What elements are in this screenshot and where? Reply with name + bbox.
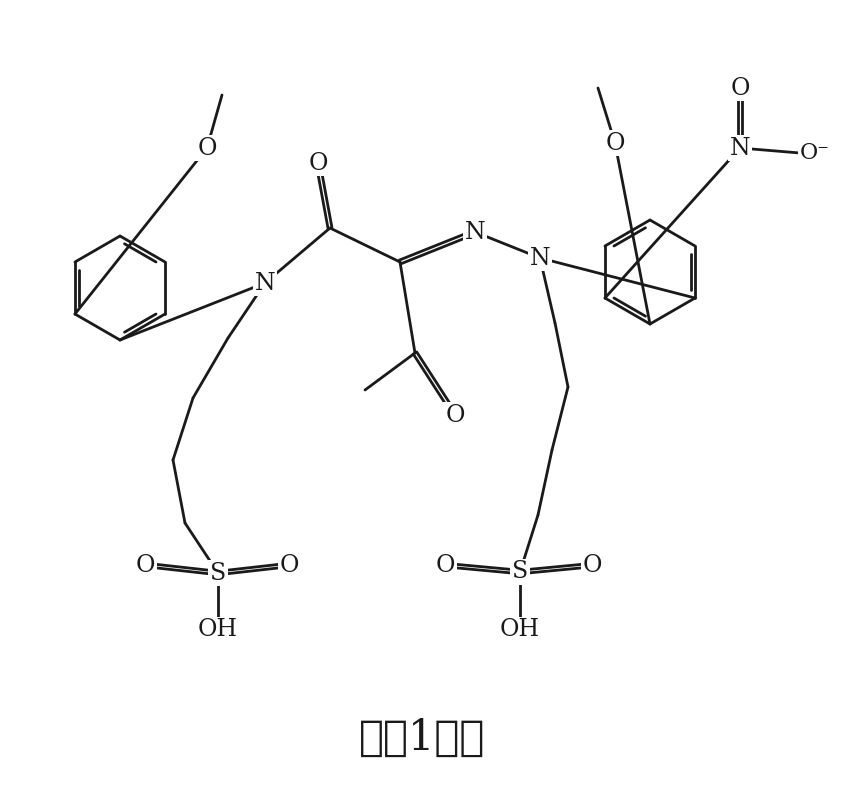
Text: N: N <box>729 137 749 160</box>
Text: OH: OH <box>500 619 539 642</box>
Text: 式（1）。: 式（1）。 <box>359 717 484 759</box>
Text: O: O <box>435 554 454 577</box>
Text: S: S <box>511 560 528 584</box>
Text: S: S <box>209 561 226 584</box>
Text: O: O <box>729 76 749 99</box>
Text: O: O <box>279 554 299 577</box>
Text: OH: OH <box>197 619 238 642</box>
Text: O: O <box>582 554 602 577</box>
Text: N: N <box>254 272 275 294</box>
Text: O: O <box>445 404 464 426</box>
Text: O⁻: O⁻ <box>799 142 829 164</box>
Text: O: O <box>197 137 217 160</box>
Text: N: N <box>529 246 549 270</box>
Text: O: O <box>604 131 624 154</box>
Text: O: O <box>308 152 327 174</box>
Text: O: O <box>135 554 154 577</box>
Text: N: N <box>464 220 484 243</box>
